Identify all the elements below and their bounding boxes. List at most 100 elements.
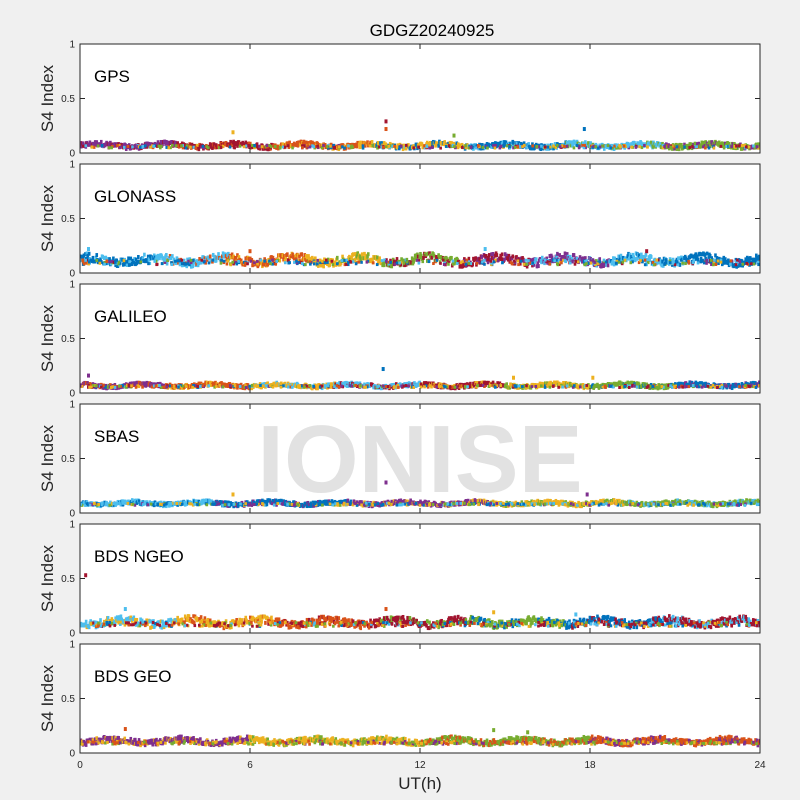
data-point: [191, 264, 195, 269]
data-point: [209, 383, 212, 387]
data-point: [466, 385, 469, 389]
data-point: [661, 259, 664, 264]
data-point: [234, 256, 238, 261]
data-point: [156, 253, 160, 258]
data-point: [185, 501, 189, 506]
data-point: [571, 385, 575, 389]
data-point: [319, 261, 322, 265]
data-point: [459, 261, 463, 265]
data-point: [297, 258, 300, 263]
data-point: [546, 145, 550, 149]
data-point: [631, 260, 634, 264]
data-point: [243, 385, 247, 389]
data-point: [505, 144, 509, 148]
data-point: [248, 141, 252, 146]
data-point: [219, 146, 223, 150]
data-point: [448, 145, 452, 149]
data-point: [565, 141, 569, 146]
data-point: [370, 140, 374, 145]
data-point: [118, 260, 122, 265]
data-point: [283, 258, 287, 263]
data-point: [621, 257, 624, 262]
data-point: [461, 264, 465, 269]
data-point: [202, 146, 206, 150]
data-point: [646, 145, 649, 149]
data-point: [316, 262, 319, 266]
data-point: [693, 141, 697, 146]
data-point: [462, 383, 465, 388]
data-point-spike: [231, 130, 235, 135]
data-point: [504, 140, 508, 145]
data-point: [191, 385, 194, 389]
data-point: [450, 144, 453, 148]
data-point: [627, 256, 631, 261]
data-point: [289, 385, 293, 389]
data-point: [739, 263, 742, 268]
data-point: [341, 254, 344, 259]
data-point: [217, 252, 220, 257]
y-tick-label: 0.5: [61, 94, 75, 105]
data-point: [82, 262, 86, 266]
data-point: [632, 384, 636, 388]
data-point: [179, 259, 182, 263]
data-point: [208, 254, 212, 259]
data-point: [586, 385, 589, 390]
data-point: [483, 385, 486, 389]
data-point: [441, 385, 444, 389]
data-point: [275, 503, 278, 507]
data-point: [350, 384, 354, 388]
data-point: [488, 253, 491, 258]
data-point: [481, 143, 484, 148]
data-point: [573, 384, 576, 388]
data-point: [126, 259, 130, 264]
data-point: [295, 143, 298, 148]
data-point: [305, 256, 309, 261]
data-point: [456, 146, 460, 150]
data-point: [661, 144, 665, 148]
data-point: [477, 146, 481, 151]
data-point: [401, 260, 404, 264]
data-point: [489, 383, 492, 387]
data-point: [236, 253, 239, 258]
data-point: [312, 262, 316, 266]
data-point: [740, 144, 744, 148]
data-point: [113, 385, 117, 389]
data-point: [258, 146, 262, 151]
data-point: [705, 261, 708, 265]
data-point: [626, 380, 630, 385]
data-point: [486, 261, 490, 265]
data-point: [112, 260, 116, 264]
data-point: [530, 499, 533, 504]
data-point: [305, 384, 308, 388]
data-point: [221, 385, 225, 389]
data-point: [384, 145, 388, 149]
data-point: [169, 146, 172, 150]
data-point: [233, 384, 237, 388]
data-point: [116, 262, 120, 266]
data-point: [548, 254, 552, 259]
data-point: [207, 146, 210, 150]
data-point: [250, 143, 254, 147]
data-point: [99, 259, 103, 264]
data-point: [100, 144, 104, 148]
data-point: [704, 256, 707, 261]
data-point: [153, 259, 157, 263]
data-point: [663, 145, 666, 149]
data-point: [184, 146, 188, 150]
data-point: [366, 252, 370, 257]
panel-label: GLONASS: [94, 187, 176, 206]
data-point: [507, 253, 511, 258]
data-point: [517, 384, 521, 388]
data-point: [402, 258, 405, 262]
data-point: [326, 383, 330, 387]
data-point: [626, 144, 630, 148]
data-point: [620, 381, 623, 386]
data-point: [642, 254, 645, 259]
data-point: [238, 385, 242, 389]
data-point: [695, 256, 698, 261]
data-point: [390, 499, 394, 504]
data-point: [97, 384, 101, 388]
data-point: [152, 253, 156, 258]
data-point: [691, 254, 695, 259]
